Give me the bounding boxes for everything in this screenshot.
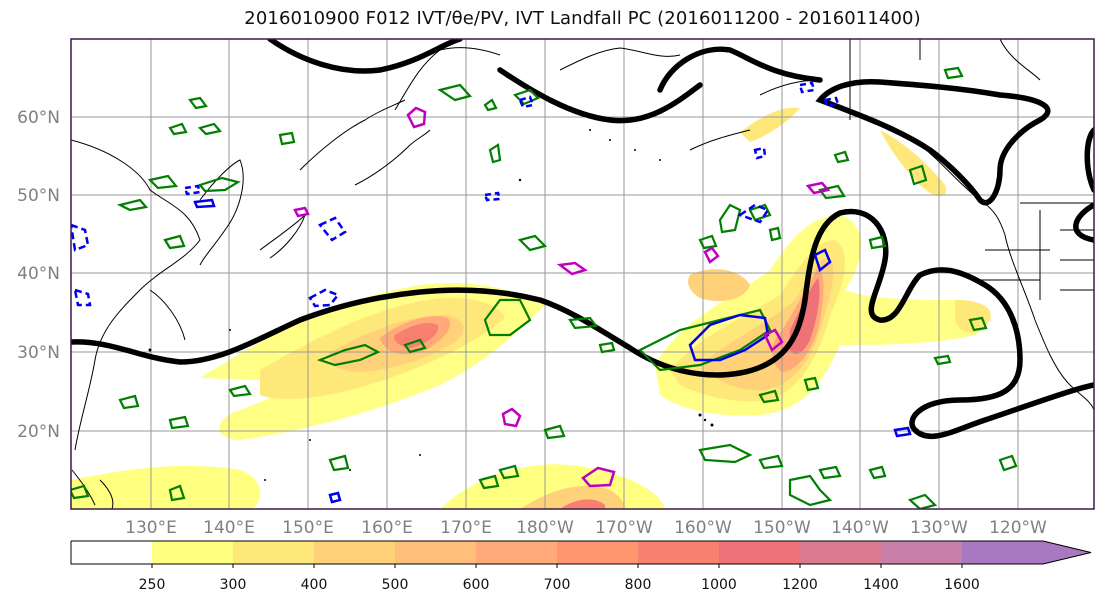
colorbar-segment [152,541,233,564]
theta-e-contours [71,39,1094,440]
lon-label-130e: 130°E [125,518,177,538]
latitude-labels: 60°N 50°N 40°N 30°N 20°N [17,108,60,442]
colorbar-tick-label: 300 [220,577,247,593]
colorbar-tick-label: 1200 [782,577,818,593]
lat-label-20n: 20°N [17,422,60,442]
lon-label-160e: 160°E [361,518,413,538]
colorbar-segment [719,541,800,564]
longitude-labels: 130°E 140°E 150°E 160°E 170°E 180°W 170°… [125,518,1047,538]
lon-label-130w: 130°W [910,518,968,538]
colorbar-tick-label: 600 [463,577,490,593]
pv-green-contours [71,66,1018,509]
colorbar-tick-label: 1400 [863,577,899,593]
map-panel [71,39,1094,509]
lon-label-150e: 150°E [282,518,334,538]
lon-label-140e: 140°E [203,518,255,538]
lon-label-170e: 170°E [440,518,492,538]
map-frame [70,38,1095,510]
lon-label-150w: 150°W [753,518,811,538]
colorbar-segment [476,541,557,564]
pv-magenta-contours [293,106,831,488]
colorbar-tick-label: 1600 [944,577,980,593]
colorbar-segment [800,541,881,564]
lat-label-60n: 60°N [17,108,60,128]
lon-label-180w: 180°W [516,518,574,538]
colorbar-segment-below [71,541,152,564]
colorbar-tick-label: 400 [301,577,328,593]
colorbar-tick-label: 1000 [701,577,737,593]
pv-blue-contours [71,81,912,504]
lat-label-40n: 40°N [17,264,60,284]
colorbar-tick-label: 800 [625,577,652,593]
colorbar-segment [314,541,395,564]
colorbar-tick-label: 500 [382,577,409,593]
colorbar-segment [557,541,638,564]
colorbar-segment [233,541,314,564]
colorbar-tick-label: 250 [139,577,166,593]
lon-label-140w: 140°W [831,518,889,538]
lat-label-50n: 50°N [17,186,60,206]
lat-label-30n: 30°N [17,343,60,363]
lon-label-170w: 170°W [595,518,653,538]
ivt-colorbar: 250 300 400 500 600 700 800 1000 1200 1400 1600 [70,540,1092,593]
colorbar-segment [638,541,719,564]
map-title: 2016010900 F012 IVT/θe/PV, IVT Landfall … [244,8,921,29]
colorbar-segment [881,541,962,564]
colorbar-segment [395,541,476,564]
colorbar-extend-arrow [962,541,1091,564]
lon-label-160w: 160°W [674,518,732,538]
lon-label-120w: 120°W [989,518,1047,538]
lat-lon-grid [71,39,1094,509]
colorbar-tick-label: 700 [544,577,571,593]
